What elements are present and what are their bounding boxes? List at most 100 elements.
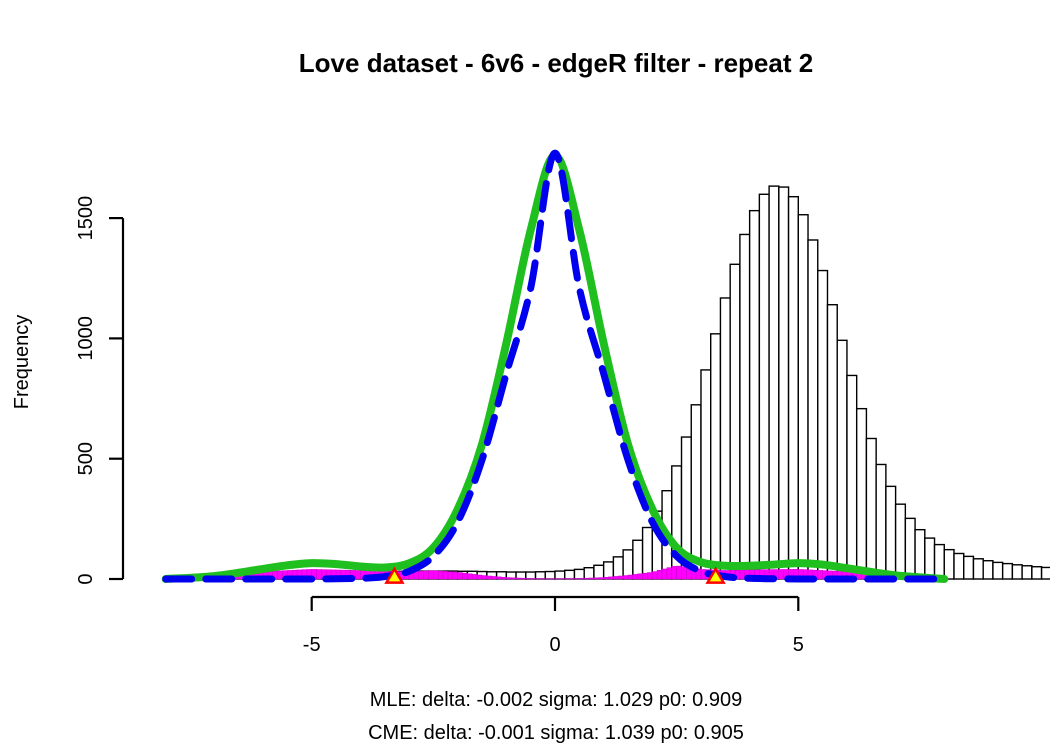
nonnull-bar <box>457 572 463 580</box>
histogram-bar <box>855 407 868 580</box>
nonnull-bar <box>656 570 663 580</box>
nonnull-bar <box>510 577 517 580</box>
nonnull-bar <box>632 574 639 580</box>
y-axis-label: Frequency <box>11 315 33 410</box>
histogram-bar <box>1021 565 1033 580</box>
histogram-bar <box>593 564 605 580</box>
histogram-bar <box>748 209 761 580</box>
histogram-bar <box>583 566 595 580</box>
nonnull-bar <box>647 572 653 580</box>
nonnull-bar <box>433 570 439 580</box>
histogram-bar <box>953 552 965 580</box>
nonnull-bar <box>452 571 458 580</box>
nonnull-bar <box>491 576 497 580</box>
nonnull-bar <box>681 566 687 580</box>
histogram-bar <box>943 548 955 580</box>
histogram-bar <box>963 555 975 580</box>
histogram-bar <box>885 485 897 580</box>
histogram-bar <box>622 549 634 580</box>
nonnull-bar <box>676 565 682 580</box>
nonnull-bar <box>355 570 361 580</box>
histogram-bar <box>573 568 585 580</box>
nonnull-bar <box>622 575 629 580</box>
nonnull-bar <box>588 577 595 580</box>
nonnull-bar <box>437 570 444 580</box>
histogram-bar <box>933 543 945 580</box>
nonnull-bar <box>486 575 493 580</box>
histogram-bar <box>846 374 858 580</box>
nonnull-bar <box>613 576 619 580</box>
y-tick-label: 0 <box>75 573 97 584</box>
histogram-bar <box>729 263 741 580</box>
nonnull-bar <box>496 576 502 580</box>
nonnull-bar <box>277 570 283 580</box>
histogram-bar <box>787 195 799 580</box>
nonnull-bar <box>525 578 531 580</box>
nonnull-bar <box>501 577 507 580</box>
histogram-bar <box>719 297 731 580</box>
nonnull-bar <box>817 570 823 580</box>
nonnull-bar <box>520 577 527 580</box>
histogram-bar <box>768 185 780 580</box>
nonnull-bar <box>476 574 483 580</box>
histogram-bar <box>826 304 838 580</box>
x-tick-label: 0 <box>549 634 560 656</box>
histogram-bar <box>534 571 546 580</box>
histogram-bar <box>914 528 926 580</box>
x-axis: -5 0 5 <box>303 595 804 656</box>
histogram-bar <box>554 570 566 580</box>
x-tick-label: 5 <box>793 634 804 656</box>
histogram-bar <box>972 558 984 580</box>
histogram-bar <box>817 269 829 580</box>
nonnull-bar <box>423 570 429 580</box>
nonnull-bar <box>515 577 522 580</box>
histogram-bar <box>1011 564 1023 580</box>
histogram-bar <box>797 214 809 580</box>
nonnull-bar <box>428 570 434 580</box>
nonnull-bar <box>418 570 424 580</box>
histogram-bar <box>564 569 576 580</box>
histogram-bars <box>194 185 1050 580</box>
nonnull-bar <box>467 573 473 580</box>
nonnull-bar <box>579 578 585 580</box>
histogram-bar <box>778 186 790 580</box>
y-tick-label: 500 <box>75 442 97 475</box>
histogram-bar <box>875 463 887 580</box>
nonnull-bar <box>603 577 609 580</box>
histogram-bar <box>612 556 624 580</box>
nonnull-bar <box>778 569 784 580</box>
histogram-bar <box>525 571 537 580</box>
histogram-bar <box>710 333 722 580</box>
nonnull-bar <box>462 572 468 580</box>
histogram-bar <box>904 517 916 580</box>
nonnull-bar <box>442 571 449 580</box>
y-tick-label: 1000 <box>75 316 97 361</box>
nonnull-bar <box>608 576 614 580</box>
cutoff-marker <box>705 566 726 584</box>
cutoff-markers <box>384 566 726 584</box>
histogram-bar <box>690 404 702 580</box>
nonnull-bar <box>642 572 648 580</box>
y-tick-label: 1500 <box>75 196 97 241</box>
histogram-bar <box>632 539 644 580</box>
histogram-bar <box>836 339 848 580</box>
histogram-bar <box>641 526 654 580</box>
histogram-bar <box>807 239 819 580</box>
nonnull-bar <box>593 577 600 580</box>
nonnull-bar <box>652 571 658 580</box>
histogram-bar <box>758 193 770 580</box>
nonnull-bar <box>598 577 604 580</box>
fit-curves <box>161 149 949 583</box>
nonnull-bar <box>661 568 668 580</box>
nonnull-bar <box>447 571 454 580</box>
cutoff-marker <box>384 566 405 584</box>
null-fit-line <box>162 149 948 583</box>
nonnull-bar <box>666 567 673 580</box>
nonnull-bar <box>739 569 746 580</box>
chart-title: Love dataset - 6v6 - edgeR filter - repe… <box>299 48 813 78</box>
footer-line-1: MLE: delta: -0.002 sigma: 1.029 p0: 0.90… <box>370 689 742 711</box>
footer-line-2: CME: delta: -0.001 sigma: 1.039 p0: 0.90… <box>368 722 744 744</box>
nonnull-bar <box>481 575 488 580</box>
histogram-bar <box>700 369 712 580</box>
